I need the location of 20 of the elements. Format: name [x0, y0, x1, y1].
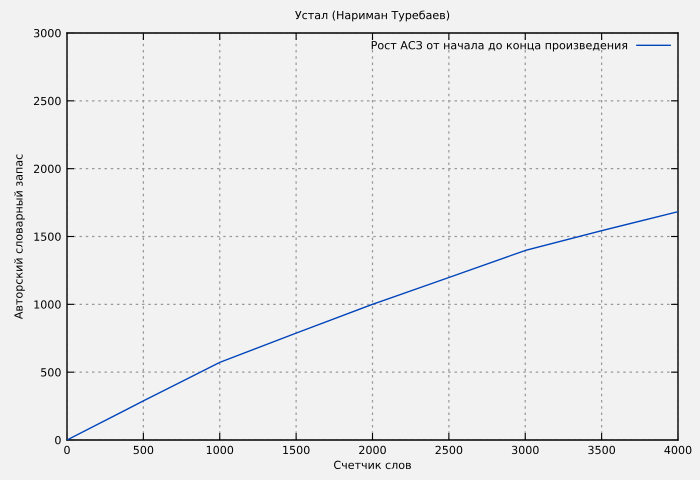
y-tick-label: 500: [41, 368, 61, 377]
y-tick-label: 2000: [34, 164, 61, 174]
legend-label: Рост АСЗ от начала до конца произведения: [372, 40, 628, 52]
x-tick-label: 3000: [512, 446, 539, 454]
chart-title: Устал (Нариман Туребаев): [295, 10, 450, 22]
x-tick-label: 1500: [283, 446, 310, 454]
x-tick-label: 3500: [588, 446, 616, 454]
y-tick-label: 0: [55, 436, 61, 444]
x-tick-label: 2000: [359, 446, 386, 454]
x-axis-title: Счетчик слов: [334, 460, 411, 470]
y-tick-label: 1000: [34, 300, 61, 309]
x-tick-label: 0: [64, 446, 70, 454]
y-axis-title: Авторский словарный запас: [14, 154, 25, 320]
x-tick-label: 500: [134, 446, 154, 454]
x-tick-label: 4000: [664, 446, 692, 454]
x-tick-label: 1000: [206, 446, 234, 454]
y-tick-label: 2500: [34, 96, 61, 106]
x-tick-label: 2500: [436, 446, 462, 454]
y-tick-label: 3000: [34, 28, 61, 38]
y-tick-label: 1500: [34, 232, 61, 241]
